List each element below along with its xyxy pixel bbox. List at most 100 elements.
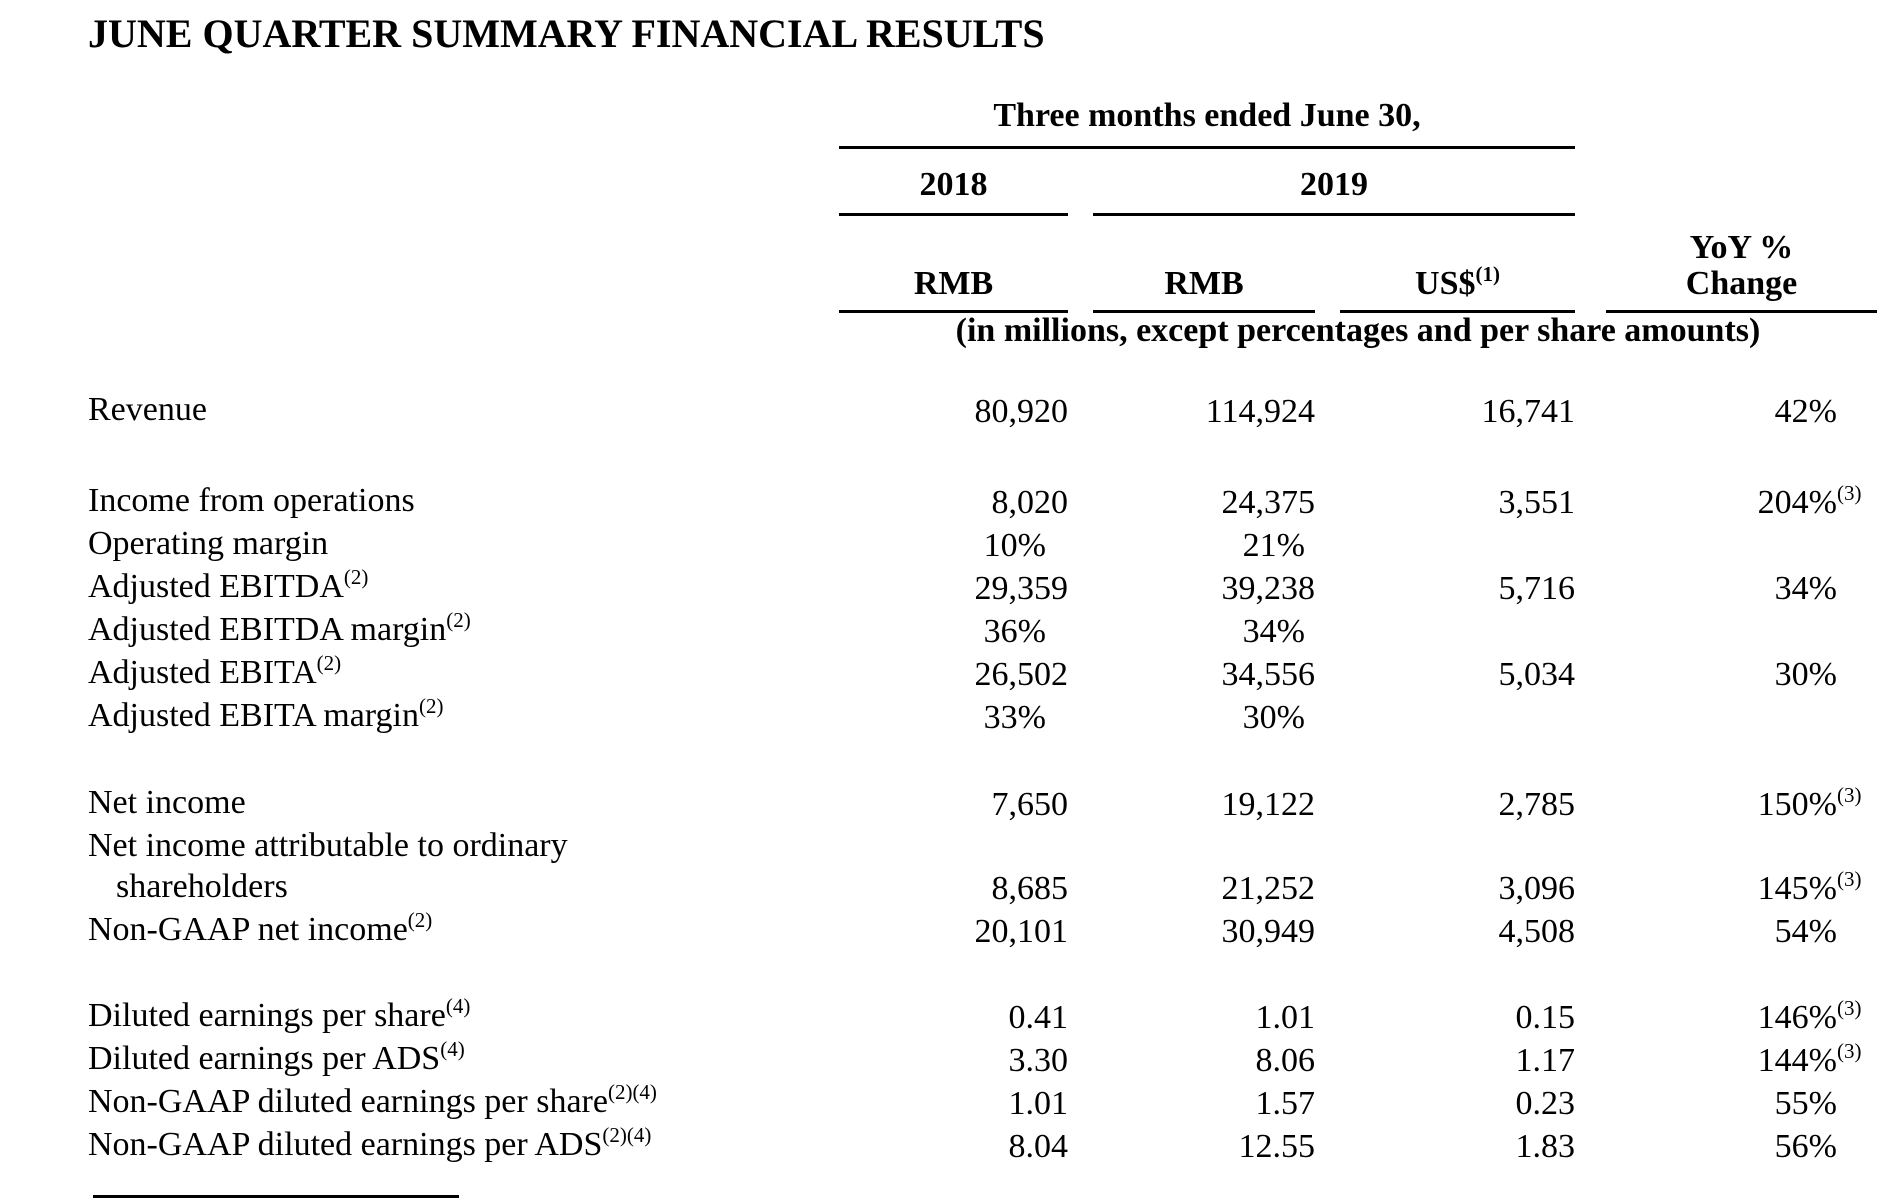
value-2019-usd: 0.15 xyxy=(1515,999,1576,1036)
value-2019-usd: 5,716 xyxy=(1498,570,1576,607)
table-row: Adjusted EBITA margin(2) 33% 30% xyxy=(88,695,1877,738)
empty-cell xyxy=(1575,149,1877,216)
column-usd-2019-label: US$ xyxy=(1415,265,1476,302)
table-row: Income from operations 8,020 24,375 3,55… xyxy=(88,480,1877,523)
table-header: Three months ended June 30, 2018 2019 R xyxy=(88,92,1877,349)
currency-header-row: RMB RMB US$(1) YoY % Change xyxy=(88,216,1877,313)
value-yoy-change: 146%(3) xyxy=(1757,996,1862,1036)
value-yoy-change: 55% xyxy=(1774,1085,1837,1122)
value-2019-rmb: 12.55 xyxy=(1238,1128,1316,1165)
value-yoy-change: 56% xyxy=(1774,1128,1837,1165)
year-2019-cell: 2019 xyxy=(1068,149,1575,216)
value-2019-rmb: 39,238 xyxy=(1221,570,1316,607)
value-2018-rmb: 7,650 xyxy=(991,786,1069,823)
value-yoy-change: 150%(3) xyxy=(1757,783,1862,823)
year-2019-label: 2019 xyxy=(1093,167,1575,216)
table-row: Adjusted EBITA(2) 26,502 34,556 5,034 30… xyxy=(88,652,1877,695)
value-2018-rmb: 8,685 xyxy=(991,870,1069,907)
value-2018-rmb: 26,502 xyxy=(974,656,1069,693)
value-2018-rmb: 8,020 xyxy=(991,484,1069,521)
value-yoy-change: 54% xyxy=(1774,913,1837,950)
value-2018-rmb: 0.41 xyxy=(1008,999,1069,1036)
row-label: Adjusted EBITDA margin(2) xyxy=(88,608,471,649)
value-yoy-change xyxy=(1575,695,1877,738)
empty-cell xyxy=(88,149,839,216)
value-2019-usd: 16,741 xyxy=(1481,393,1576,430)
table-row: Net income attributable to ordinary share… xyxy=(88,825,1877,909)
value-2019-rmb: 8.06 xyxy=(1255,1042,1316,1079)
row-label: Net income xyxy=(88,784,246,821)
row-label: Non-GAAP diluted earnings per share(2)(4… xyxy=(88,1080,657,1121)
column-rmb-2019-cell: RMB xyxy=(1068,216,1315,313)
value-2019-usd: 1.83 xyxy=(1515,1128,1576,1165)
value-2019-rmb: 1.57 xyxy=(1255,1085,1316,1122)
value-yoy-change: 204%(3) xyxy=(1757,481,1862,521)
value-2019-usd xyxy=(1315,609,1575,652)
value-2019-rmb: 1.01 xyxy=(1255,999,1316,1036)
document-title: JUNE QUARTER SUMMARY FINANCIAL RESULTS xyxy=(88,11,1045,56)
value-2019-rmb: 30,949 xyxy=(1221,913,1316,950)
row-label: Diluted earnings per share(4) xyxy=(88,994,471,1035)
value-2019-usd: 3,551 xyxy=(1498,484,1576,521)
table-row: Non-GAAP net income(2) 20,101 30,949 4,5… xyxy=(88,909,1877,952)
year-2018-label: 2018 xyxy=(839,167,1068,216)
value-yoy-change: 144%(3) xyxy=(1757,1039,1862,1079)
table-row: Non-GAAP diluted earnings per ADS(2)(4) … xyxy=(88,1124,1877,1167)
value-2019-usd: 0.23 xyxy=(1515,1085,1576,1122)
table-row: Net income 7,650 19,122 2,785 150%(3) xyxy=(88,782,1877,825)
column-yoy-cell: YoY % Change xyxy=(1575,216,1877,313)
value-2019-usd: 4,508 xyxy=(1498,913,1576,950)
table-row: Non-GAAP diluted earnings per share(2)(4… xyxy=(88,1081,1877,1124)
value-2019-rmb: 21% xyxy=(1242,527,1305,564)
value-2019-usd: 2,785 xyxy=(1498,786,1576,823)
value-yoy-change: 42% xyxy=(1774,393,1837,430)
units-note: (in millions, except percentages and per… xyxy=(955,312,1761,349)
value-2019-rmb: 34,556 xyxy=(1221,656,1316,693)
value-2018-rmb: 10% xyxy=(983,527,1046,564)
row-label: Income from operations xyxy=(88,482,415,519)
value-2019-rmb: 114,924 xyxy=(1205,393,1315,430)
year-header-row: 2018 2019 xyxy=(88,149,1877,216)
value-2019-rmb: 24,375 xyxy=(1221,484,1316,521)
section-spacer xyxy=(88,952,1877,995)
column-rmb-2018-label: RMB xyxy=(913,265,994,302)
value-2018-rmb: 80,920 xyxy=(974,393,1069,430)
value-2019-usd: 1.17 xyxy=(1515,1042,1576,1079)
value-2018-rmb: 29,359 xyxy=(974,570,1069,607)
table-row: Diluted earnings per ADS(4) 3.30 8.06 1.… xyxy=(88,1038,1877,1081)
row-label: Diluted earnings per ADS(4) xyxy=(88,1037,465,1078)
value-2019-rmb: 21,252 xyxy=(1221,870,1316,907)
period-header-cell: Three months ended June 30, xyxy=(839,92,1575,149)
table-row: Diluted earnings per share(4) 0.41 1.01 … xyxy=(88,995,1877,1038)
row-label: Adjusted EBITA margin(2) xyxy=(88,694,444,735)
value-2018-rmb: 1.01 xyxy=(1008,1085,1069,1122)
table-row: Revenue 80,920 114,924 16,741 42% xyxy=(88,389,1877,432)
row-label: Revenue xyxy=(88,391,207,428)
column-rmb-2019-label: RMB xyxy=(1164,265,1244,302)
value-2018-rmb: 33% xyxy=(983,699,1046,736)
row-label: Adjusted EBITDA(2) xyxy=(88,565,369,606)
value-yoy-change: 34% xyxy=(1774,570,1837,607)
row-label: Non-GAAP diluted earnings per ADS(2)(4) xyxy=(88,1123,652,1164)
row-label: Net income attributable to ordinary share… xyxy=(88,827,568,905)
table-row: Adjusted EBITDA(2) 29,359 39,238 5,716 3… xyxy=(88,566,1877,609)
table-row: Operating margin 10% 21% xyxy=(88,523,1877,566)
yoy-header-line1: YoY % xyxy=(1689,229,1794,266)
section-spacer xyxy=(88,738,1877,782)
empty-cell xyxy=(88,313,839,349)
value-2019-rmb: 30% xyxy=(1242,699,1305,736)
value-yoy-change: 145%(3) xyxy=(1757,867,1862,907)
column-rmb-2018-cell: RMB xyxy=(839,216,1068,313)
row-label: Operating margin xyxy=(88,525,329,562)
units-note-row: (in millions, except percentages and per… xyxy=(88,313,1877,349)
value-yoy-change xyxy=(1575,523,1877,566)
value-2018-rmb: 36% xyxy=(983,613,1046,650)
value-yoy-change: 30% xyxy=(1774,656,1837,693)
period-header-label: Three months ended June 30, xyxy=(839,98,1575,149)
section-spacer xyxy=(88,432,1877,480)
table-body: Revenue 80,920 114,924 16,741 42% Income… xyxy=(88,349,1877,1167)
period-header-row: Three months ended June 30, xyxy=(88,92,1877,149)
table-row: Adjusted EBITDA margin(2) 36% 34% xyxy=(88,609,1877,652)
empty-cell xyxy=(88,216,839,313)
usd-footnote-superscript: (1) xyxy=(1475,262,1500,286)
